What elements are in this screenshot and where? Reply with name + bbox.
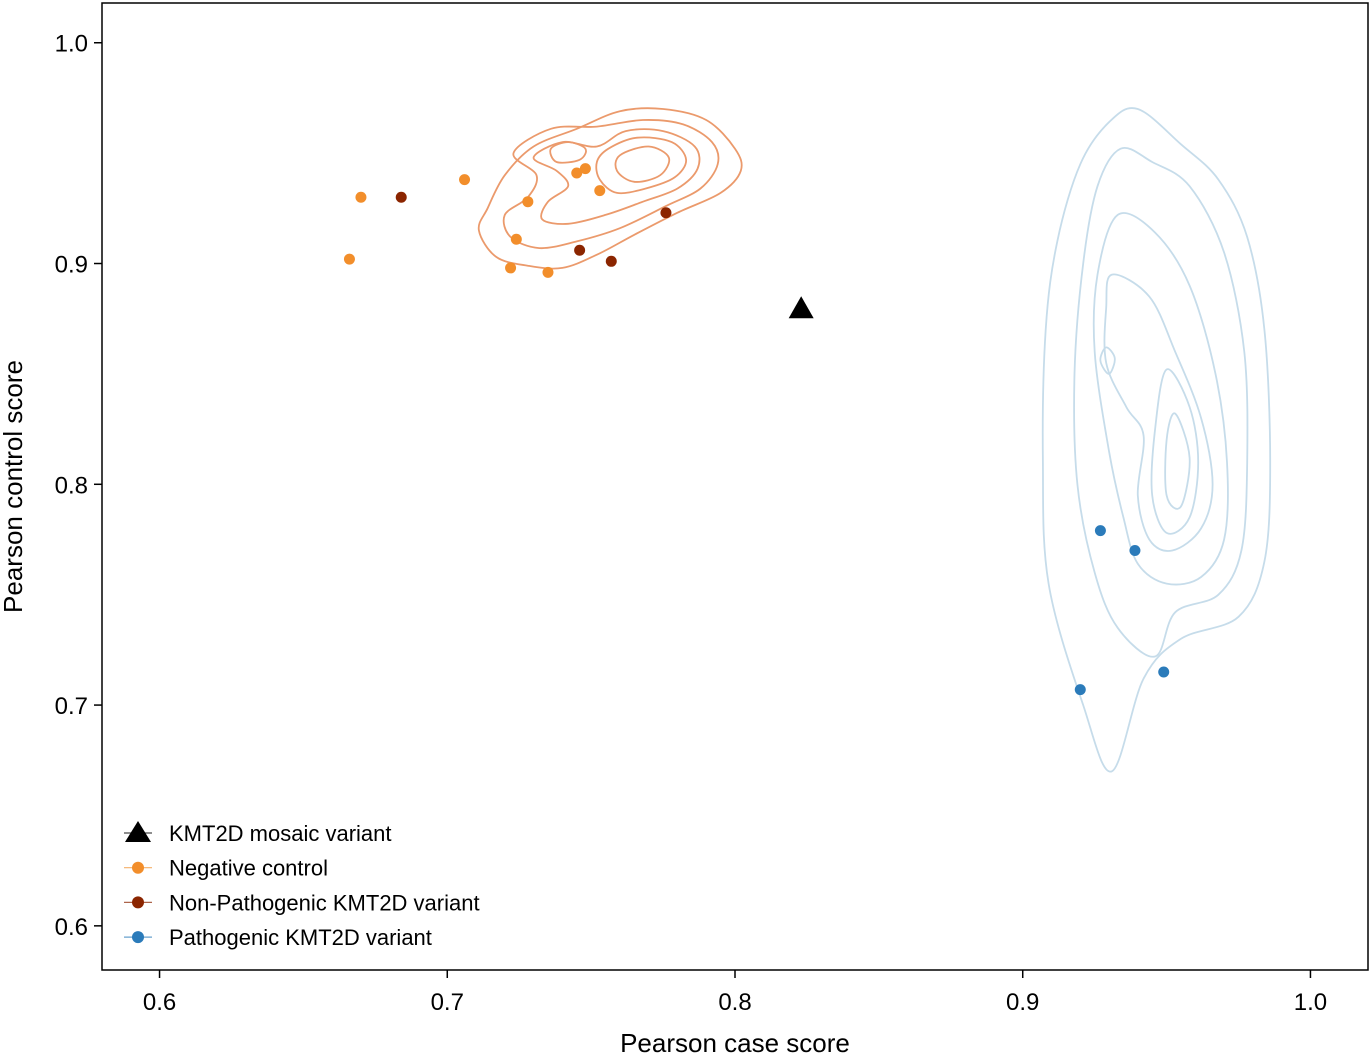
legend-label-1: Negative control	[169, 856, 328, 881]
x-tick-label-3: 0.9	[1006, 989, 1039, 1016]
point-series-1-3	[522, 196, 534, 208]
contour-line-1-5	[1164, 412, 1191, 510]
point-series-2-2	[605, 255, 617, 267]
point-series-1-0	[355, 191, 367, 203]
legend-marker-2	[132, 896, 144, 909]
point-series-1-7	[571, 167, 583, 179]
point-series-1-5	[505, 262, 517, 274]
contour-line-1-0	[1041, 107, 1272, 773]
point-series-1-2	[459, 174, 471, 186]
x-axis-ticks: 0.6 0.7 0.8 0.9 1.0	[143, 970, 1327, 1016]
point-series-1-4	[510, 233, 522, 245]
point-mosaic-0	[788, 296, 814, 319]
point-series-2-1	[574, 244, 586, 256]
legend-marker-1	[132, 861, 144, 874]
point-series-1-1	[343, 253, 355, 265]
x-tick-label-1: 0.7	[431, 989, 464, 1016]
legend: KMT2D mosaic variant Negative control Non-…	[124, 821, 480, 950]
point-series-3-2	[1158, 666, 1170, 678]
contour-line-0-5	[549, 141, 587, 164]
point-series-3-1	[1129, 545, 1141, 557]
point-series-1-6	[542, 266, 554, 278]
legend-label-0: KMT2D mosaic variant	[169, 821, 392, 846]
point-series-1-9	[594, 185, 606, 197]
y-axis-title: Pearson control score	[0, 360, 28, 613]
x-tick-label-2: 0.8	[718, 989, 751, 1016]
legend-marker-0	[125, 821, 151, 842]
contour-line-1-3	[1103, 273, 1214, 552]
contour-line-0-0	[477, 107, 743, 270]
point-series-3-3	[1074, 684, 1086, 696]
x-axis-title: Pearson case score	[620, 1028, 850, 1055]
x-tick-label-4: 1.0	[1294, 989, 1327, 1016]
point-series-2-0	[395, 191, 407, 203]
point-series-1-8	[579, 163, 591, 175]
contour-line-0-2	[532, 128, 701, 225]
legend-marker-3	[132, 931, 144, 944]
contour-line-1-1	[1073, 146, 1249, 658]
contour-line-0-4	[614, 145, 671, 183]
legend-label-3: Pathogenic KMT2D variant	[169, 925, 432, 950]
density-contours	[477, 107, 1272, 773]
y-axis-ticks: 0.6 0.7 0.8 0.9 1.0	[55, 31, 102, 941]
contour-line-0-1	[502, 119, 720, 250]
x-tick-label-0: 0.6	[143, 989, 176, 1016]
data-points	[343, 163, 1170, 696]
y-tick-label-2: 0.8	[55, 472, 88, 499]
contour-line-1-6	[1099, 346, 1116, 375]
y-tick-label-1: 0.7	[55, 693, 88, 720]
contour-line-1-4	[1150, 368, 1200, 535]
y-tick-label-0: 0.6	[55, 914, 88, 941]
point-series-3-0	[1094, 525, 1106, 537]
contour-line-1-2	[1092, 212, 1229, 586]
y-tick-label-3: 0.9	[55, 252, 88, 279]
contour-line-0-3	[595, 136, 688, 195]
legend-label-2: Non-Pathogenic KMT2D variant	[169, 890, 480, 915]
y-tick-label-4: 1.0	[55, 31, 88, 58]
point-series-2-3	[660, 207, 672, 219]
